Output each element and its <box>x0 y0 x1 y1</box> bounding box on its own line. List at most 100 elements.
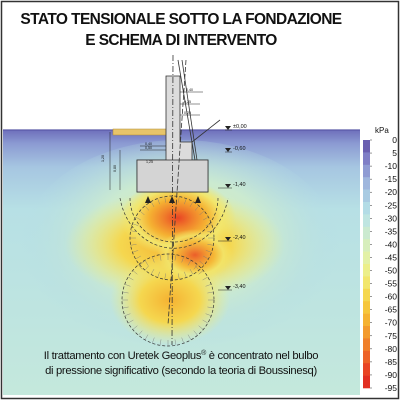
injection-ray <box>207 244 214 246</box>
depth-label-4: -3,40 <box>233 284 246 290</box>
injection-ray <box>174 339 177 346</box>
injection-ray <box>159 339 162 346</box>
depth-label-3: -2,40 <box>233 235 246 241</box>
dim-label-4: 1,20 <box>101 155 105 162</box>
legend-swatch <box>363 164 370 178</box>
injection-ray <box>144 265 150 271</box>
injection-ray <box>150 269 155 275</box>
injection-line-2 <box>177 59 196 161</box>
level-markers <box>225 126 231 290</box>
color-legend: kPa 0 5 -10 -15 -20 -25 -30 -35 -40 -45 -50 -55 -60 -… <box>363 126 397 393</box>
injection-ray <box>144 205 150 211</box>
injection-ray <box>138 330 143 336</box>
dim-label-7: 0,50 <box>145 146 152 150</box>
injection-line-3 <box>181 59 198 161</box>
injection-ray <box>205 313 212 316</box>
injection-point-2 <box>169 196 175 203</box>
injection-ray <box>203 216 209 221</box>
dim-label-1: 0,40 <box>186 88 193 92</box>
injection-ray <box>198 270 204 275</box>
injection-ray <box>144 334 149 340</box>
injection-ray <box>178 196 180 203</box>
depth-label-2: -1,40 <box>233 182 246 188</box>
injection-ray <box>181 337 184 344</box>
injection-ray <box>132 270 138 275</box>
legend-ticks: 0 5 -10 -15 -20 -25 -30 -35 -40 -45 -50 -55 -60 -65 -7… <box>370 135 397 393</box>
injection-ray <box>157 271 160 278</box>
injection-ray <box>199 210 205 216</box>
caption-line-1: Il trattamento con Uretek Geoplus® è con… <box>0 350 362 362</box>
injection-ray <box>124 313 131 316</box>
legend-unit: kPa <box>375 126 389 135</box>
injection-ray <box>189 269 194 275</box>
injection-ray <box>130 244 137 246</box>
legend-swatch <box>363 288 370 302</box>
legend-tick-label: -45 <box>385 252 398 262</box>
injection-ray <box>174 254 177 261</box>
legend-swatches <box>363 140 370 389</box>
injection-ray <box>130 230 137 232</box>
injection-ray <box>139 210 145 216</box>
legend-swatch <box>363 350 370 364</box>
inclination-line <box>191 119 221 143</box>
injection-ray <box>178 273 180 280</box>
injection-ray <box>138 264 143 270</box>
dimension-lines <box>109 91 232 291</box>
legend-tick-label: -70 <box>385 318 398 328</box>
injection-ray <box>181 256 184 263</box>
injection-point-1 <box>145 196 151 203</box>
pavement-strip <box>112 128 169 136</box>
legend-tick-label: -10 <box>385 161 398 171</box>
legend-tick-label: 0 <box>392 135 397 145</box>
injection-ray <box>124 284 131 287</box>
legend-tick-label: -75 <box>385 331 398 341</box>
legend-swatch <box>363 239 370 252</box>
legend-tick-label: -20 <box>385 187 398 197</box>
legend-tick-label: -95 <box>385 383 398 393</box>
legend-tick-label: -65 <box>385 305 398 315</box>
legend-tick-label: 5 <box>392 148 397 158</box>
legend-swatch <box>363 177 370 190</box>
title-line-1: STATO TENSIONALE SOTTO LA FONDAZIONE <box>20 11 342 28</box>
legend-swatch <box>363 363 370 376</box>
legend-tick-label: -35 <box>385 226 398 236</box>
injection-ray <box>205 223 212 226</box>
injection-ray <box>122 306 129 309</box>
dim-label-5: 0,80 <box>113 165 117 172</box>
injection-ray <box>132 325 138 330</box>
injection-ray <box>202 319 208 324</box>
injection-ray <box>207 306 214 309</box>
injection-points <box>145 196 201 203</box>
caption-line-2: di pressione significativo (secondo la t… <box>45 365 317 377</box>
dim-label-8: 1,25 <box>146 160 153 164</box>
legend-tick-label: -15 <box>385 174 398 184</box>
legend-tick-label: -55 <box>385 279 398 289</box>
legend-swatch <box>363 276 370 290</box>
legend-swatch <box>363 189 370 203</box>
title-line-2: E SCHEMA DI INTERVENTO <box>85 32 277 49</box>
injection-ray <box>152 337 155 344</box>
injection-ray <box>207 291 214 294</box>
registered-mark: ® <box>201 350 206 357</box>
injection-ray <box>205 284 212 287</box>
injection-ray <box>203 255 209 260</box>
depth-label-1: -0,60 <box>233 146 246 152</box>
injection-ray <box>187 334 192 340</box>
injection-ray <box>187 260 192 266</box>
injection-ray <box>152 256 155 263</box>
legend-tick-label: -25 <box>385 200 398 210</box>
injection-ray <box>122 291 129 294</box>
legend-swatch <box>363 264 370 277</box>
legend-swatch <box>363 326 370 339</box>
legend-tick-label: -80 <box>385 344 398 354</box>
injection-ray <box>128 319 134 324</box>
injection-ray <box>150 201 155 207</box>
legend-tick-label: -90 <box>385 370 398 380</box>
injection-ray <box>159 254 162 261</box>
legend-swatch <box>363 214 370 228</box>
dimension-numbers: 0,40 0,25 0,25 1,20 0,80 0,40 0,50 1,25 <box>101 88 193 172</box>
legend-swatch <box>363 226 370 240</box>
